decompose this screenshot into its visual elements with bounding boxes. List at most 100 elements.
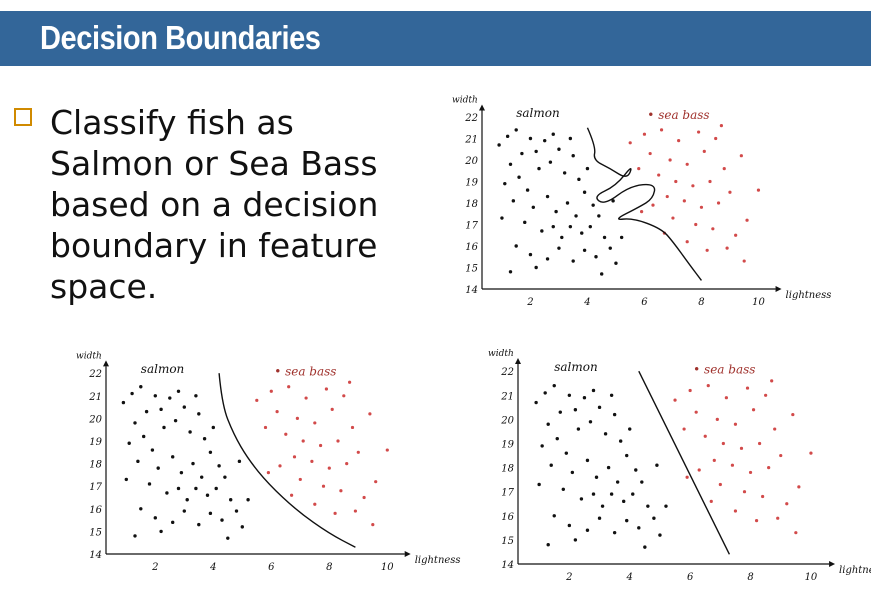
sea-bass-point — [711, 227, 715, 231]
salmon-point — [534, 265, 538, 270]
salmon-point — [197, 412, 201, 416]
salmon-point — [585, 528, 590, 532]
salmon-point — [568, 136, 573, 141]
salmon-point — [546, 543, 550, 547]
salmon-point — [124, 477, 128, 482]
salmon-point — [159, 407, 163, 412]
salmon-point — [537, 166, 541, 171]
salmon-point — [171, 520, 175, 525]
salmon-point — [637, 526, 641, 530]
salmon-point — [585, 166, 590, 171]
sea-bass-point — [674, 179, 678, 184]
salmon-point — [179, 470, 184, 475]
salmon-point — [567, 393, 572, 397]
sea-bass-point — [269, 389, 273, 393]
sea-bass-point — [327, 466, 331, 470]
salmon-point — [588, 420, 593, 424]
salmon-point — [634, 468, 638, 472]
sea-bass-point — [733, 509, 738, 513]
salmon-point — [139, 507, 143, 511]
sea-bass-point — [336, 439, 340, 443]
scatter-svg: 2 4 6 8 10 14 15 16 17 18 19 20 21 22 lightness width sa… — [76, 351, 461, 573]
x-tick-label: 8 — [747, 572, 753, 583]
salmon-point — [631, 492, 635, 496]
salmon-point — [543, 138, 547, 143]
y-tick-label: 15 — [501, 536, 514, 547]
salmon-point — [619, 235, 624, 240]
sea-bass-point — [734, 233, 738, 237]
salmon-point — [528, 252, 533, 257]
y-tick-label: 20 — [500, 415, 514, 426]
x-tick-label: 2 — [526, 297, 533, 308]
sea-bass-point — [342, 394, 346, 398]
salmon-point — [548, 160, 553, 164]
salmon-point — [658, 533, 662, 537]
y-tick-label: 21 — [88, 392, 102, 403]
class-label-salmon: salmon — [141, 362, 184, 376]
sea-bass-point — [345, 462, 349, 466]
decision-boundary — [218, 373, 356, 548]
salmon-point — [646, 504, 650, 508]
x-axis-label: lightness — [415, 555, 461, 566]
sea-bass-point — [708, 179, 712, 184]
sea-bass-point — [628, 141, 632, 145]
salmon-point — [612, 530, 617, 535]
salmon-point — [664, 504, 668, 508]
salmon-point — [564, 451, 569, 455]
x-tick-label: 6 — [687, 572, 694, 583]
sea-bass-point — [794, 531, 798, 535]
x-tick-label: 4 — [626, 572, 633, 583]
salmon-point — [202, 437, 207, 441]
sea-bass-point — [745, 386, 750, 390]
sea-bass-point — [728, 190, 732, 194]
salmon-point — [558, 410, 562, 414]
x-tick-label: 4 — [583, 297, 590, 308]
salmon-point — [571, 154, 575, 158]
salmon-point — [139, 385, 143, 389]
sea-bass-point — [330, 407, 334, 411]
sea-bass-point — [748, 470, 753, 475]
salmon-point — [153, 516, 157, 520]
sea-bass-point — [313, 502, 317, 506]
sea-bass-point — [324, 387, 328, 391]
y-axis-label: width — [76, 351, 102, 361]
salmon-point — [597, 405, 602, 410]
bullet-square-icon — [14, 108, 32, 126]
salmon-point — [217, 464, 221, 468]
sea-bass-point — [745, 218, 749, 222]
salmon-point — [171, 455, 175, 459]
sea-bass-point — [685, 240, 689, 244]
salmon-point — [156, 466, 160, 470]
salmon-point — [568, 224, 573, 229]
sea-bass-point — [677, 139, 681, 143]
salmon-point — [612, 412, 617, 417]
sea-bass-point — [682, 199, 686, 203]
sea-bass-point — [668, 158, 672, 162]
sea-bass-point — [739, 154, 743, 158]
sea-bass-point — [718, 482, 722, 487]
sea-bass-point — [313, 421, 317, 425]
salmon-point — [655, 463, 659, 467]
y-axis-label: width — [452, 96, 478, 106]
salmon-point — [211, 425, 215, 430]
salmon-point — [165, 491, 169, 495]
salmon-point — [622, 499, 626, 504]
sea-bass-point — [761, 494, 765, 499]
y-tick-label: 16 — [465, 242, 478, 253]
x-tick-label: 2 — [151, 562, 158, 573]
y-tick-label: 15 — [465, 264, 478, 275]
sea-bass-point — [742, 259, 746, 263]
sea-bass-point — [290, 493, 294, 497]
salmon-point — [246, 498, 250, 502]
salmon-point — [567, 523, 572, 528]
salmon-point — [555, 436, 559, 441]
sea-bass-point — [699, 205, 704, 209]
y-tick-label: 18 — [89, 460, 102, 471]
sea-bass-point — [767, 466, 771, 470]
sea-bass-point — [709, 499, 713, 503]
sea-bass-point — [319, 443, 323, 448]
sea-bass-point — [298, 477, 302, 482]
salmon-point — [214, 486, 218, 491]
x-tick-label: 10 — [381, 562, 394, 573]
sea-bass-point — [385, 448, 389, 452]
